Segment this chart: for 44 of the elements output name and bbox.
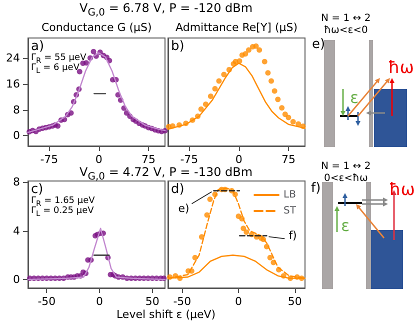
annotation: f) bbox=[288, 228, 297, 242]
text: ħω bbox=[388, 58, 414, 78]
text: ε bbox=[341, 216, 350, 235]
chart-subtitle: Conductance G (μS) bbox=[42, 21, 152, 34]
annotation: b) bbox=[171, 39, 184, 54]
annotation: d) bbox=[171, 182, 184, 197]
x-tick-label: 75 bbox=[141, 153, 156, 166]
y-tick-label: 24 bbox=[6, 52, 20, 65]
text: N = 1 ↔ 2 bbox=[321, 161, 371, 172]
text: f) bbox=[311, 181, 321, 196]
chart-subtitle: Admittance Re[Y] (μS) bbox=[176, 21, 298, 34]
chart-title: V$_{G,0}$ = 6.78 V, P = -120 dBm bbox=[80, 1, 253, 18]
x-tick-label: 50 bbox=[288, 295, 302, 308]
legend-label: ST bbox=[284, 206, 297, 216]
y-tick-label: 16 bbox=[6, 77, 20, 90]
legend-label: LB bbox=[284, 190, 296, 200]
x-tick-label: 0 bbox=[235, 153, 242, 166]
annotation: Γ$_{L}$ = 6 μeV bbox=[31, 63, 80, 75]
x-axis-title: Level shift ε (μeV) bbox=[116, 308, 216, 321]
text: ε bbox=[350, 88, 359, 107]
annotation: c) bbox=[31, 182, 44, 197]
y-tick-label: 8 bbox=[13, 176, 20, 189]
x-tick-label: -75 bbox=[40, 153, 58, 166]
x-tick-label: 75 bbox=[281, 153, 296, 166]
annotation: a) bbox=[31, 39, 44, 54]
text: ħω bbox=[389, 180, 416, 200]
chart-title: V$_{G,0}$ = 4.72 V, P = -130 dBm bbox=[80, 165, 253, 182]
x-tick-label: 0 bbox=[235, 295, 242, 308]
text: e) bbox=[312, 37, 326, 52]
x-tick-label: -75 bbox=[180, 153, 198, 166]
x-tick-label: 0 bbox=[95, 153, 102, 166]
x-tick-label: -50 bbox=[38, 295, 56, 308]
y-tick-label: 4 bbox=[13, 224, 20, 238]
annotation: e) bbox=[178, 202, 190, 215]
text: N = 1 ↔ 2 bbox=[321, 13, 371, 24]
y-tick-label: 0 bbox=[13, 129, 20, 142]
x-tick-label: 0 bbox=[96, 295, 104, 308]
y-tick-label: 0 bbox=[13, 272, 20, 286]
text: 0<ε<ħω bbox=[324, 173, 368, 184]
x-tick-label: 50 bbox=[145, 295, 160, 308]
annotation: Γ$_{L}$ = 0.25 μeV bbox=[31, 206, 94, 218]
text: ħω<ε<0 bbox=[324, 25, 368, 36]
y-tick-label: 8 bbox=[13, 103, 20, 116]
x-tick-label: -50 bbox=[173, 295, 192, 308]
